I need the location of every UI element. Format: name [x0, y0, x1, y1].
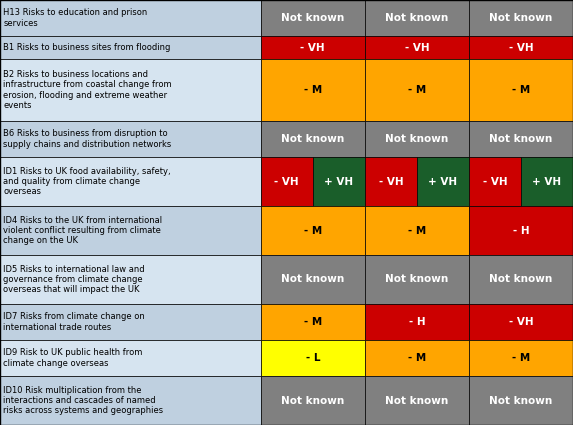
- Text: Not known: Not known: [281, 396, 344, 405]
- Bar: [261, 376, 365, 425]
- Bar: [469, 121, 573, 157]
- Bar: [469, 376, 573, 425]
- Text: - VH: - VH: [274, 177, 299, 187]
- Bar: [469, 59, 573, 121]
- Bar: [0, 340, 261, 376]
- Text: - L: - L: [305, 353, 320, 363]
- Text: - M: - M: [408, 353, 426, 363]
- Text: - VH: - VH: [482, 177, 507, 187]
- Text: Not known: Not known: [385, 275, 449, 284]
- Text: Not known: Not known: [385, 134, 449, 144]
- Text: - VH: - VH: [300, 42, 325, 53]
- Bar: [469, 36, 573, 59]
- Bar: [469, 157, 521, 206]
- Bar: [261, 340, 365, 376]
- Bar: [0, 206, 261, 255]
- Text: - M: - M: [408, 226, 426, 235]
- Bar: [261, 59, 365, 121]
- Text: B1 Risks to business sites from flooding: B1 Risks to business sites from flooding: [3, 43, 171, 52]
- Text: B6 Risks to business from disruption to
supply chains and distribution networks: B6 Risks to business from disruption to …: [3, 129, 172, 149]
- Text: - VH: - VH: [509, 42, 533, 53]
- Bar: [365, 157, 417, 206]
- Text: ID7 Risks from climate change on
international trade routes: ID7 Risks from climate change on interna…: [3, 312, 145, 332]
- Text: Not known: Not known: [489, 396, 552, 405]
- Bar: [365, 36, 469, 59]
- Text: - VH: - VH: [509, 317, 533, 327]
- Bar: [0, 121, 261, 157]
- Text: ID4 Risks to the UK from international
violent conflict resulting from climate
c: ID4 Risks to the UK from international v…: [3, 215, 163, 245]
- Text: - M: - M: [512, 353, 530, 363]
- Bar: [365, 59, 469, 121]
- Bar: [261, 0, 365, 36]
- Bar: [0, 36, 261, 59]
- Bar: [365, 340, 469, 376]
- Bar: [261, 255, 365, 304]
- Bar: [365, 121, 469, 157]
- Text: - VH: - VH: [405, 42, 429, 53]
- Text: + VH: + VH: [324, 177, 354, 187]
- Bar: [261, 206, 365, 255]
- Text: - H: - H: [513, 226, 529, 235]
- Text: Not known: Not known: [489, 275, 552, 284]
- Text: Not known: Not known: [281, 13, 344, 23]
- Text: ID1 Risks to UK food availability, safety,
and quality from climate change
overs: ID1 Risks to UK food availability, safet…: [3, 167, 171, 196]
- Text: - H: - H: [409, 317, 425, 327]
- Bar: [0, 255, 261, 304]
- Text: B2 Risks to business locations and
infrastructure from coastal change from
erosi: B2 Risks to business locations and infra…: [3, 70, 172, 110]
- Bar: [261, 121, 365, 157]
- Bar: [0, 304, 261, 340]
- Text: Not known: Not known: [385, 13, 449, 23]
- Bar: [469, 255, 573, 304]
- Bar: [0, 157, 261, 206]
- Bar: [0, 376, 261, 425]
- Text: - M: - M: [304, 85, 322, 95]
- Text: Not known: Not known: [281, 134, 344, 144]
- Bar: [313, 157, 365, 206]
- Text: H13 Risks to education and prison
services: H13 Risks to education and prison servic…: [3, 8, 148, 28]
- Text: ID10 Risk multiplication from the
interactions and cascades of named
risks acros: ID10 Risk multiplication from the intera…: [3, 385, 163, 415]
- Bar: [261, 304, 365, 340]
- Text: - M: - M: [304, 317, 322, 327]
- Text: ID9 Risk to UK public health from
climate change overseas: ID9 Risk to UK public health from climat…: [3, 348, 143, 368]
- Bar: [365, 376, 469, 425]
- Text: - M: - M: [408, 85, 426, 95]
- Bar: [261, 157, 313, 206]
- Bar: [469, 304, 573, 340]
- Bar: [469, 340, 573, 376]
- Text: - VH: - VH: [379, 177, 403, 187]
- Bar: [365, 0, 469, 36]
- Bar: [365, 255, 469, 304]
- Text: + VH: + VH: [429, 177, 457, 187]
- Text: Not known: Not known: [489, 134, 552, 144]
- Bar: [365, 206, 469, 255]
- Text: + VH: + VH: [532, 177, 562, 187]
- Bar: [469, 206, 573, 255]
- Text: ID5 Risks to international law and
governance from climate change
overseas that : ID5 Risks to international law and gover…: [3, 265, 145, 295]
- Bar: [261, 36, 365, 59]
- Bar: [417, 157, 469, 206]
- Text: Not known: Not known: [281, 275, 344, 284]
- Bar: [365, 304, 469, 340]
- Bar: [0, 59, 261, 121]
- Bar: [469, 0, 573, 36]
- Text: - M: - M: [304, 226, 322, 235]
- Text: Not known: Not known: [385, 396, 449, 405]
- Bar: [521, 157, 573, 206]
- Bar: [0, 0, 261, 36]
- Text: - M: - M: [512, 85, 530, 95]
- Text: Not known: Not known: [489, 13, 552, 23]
